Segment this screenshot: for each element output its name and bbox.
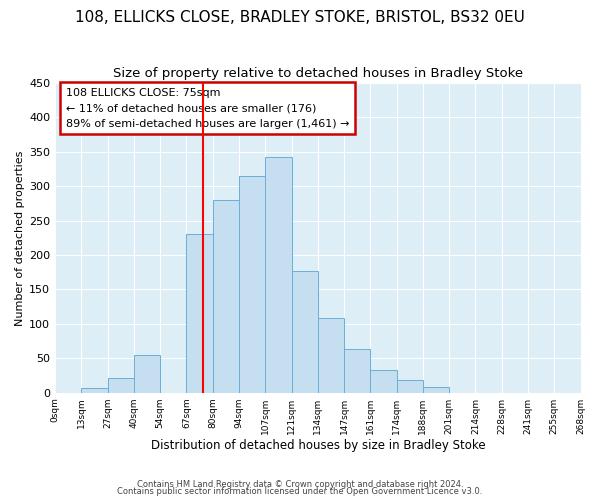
Bar (344, 350, 370, 393)
X-axis label: Distribution of detached houses by size in Bradley Stoke: Distribution of detached houses by size … (151, 440, 485, 452)
Bar (82, 388, 107, 392)
Bar (370, 370, 397, 392)
Text: 108, ELLICKS CLOSE, BRADLEY STOKE, BRISTOL, BS32 0EU: 108, ELLICKS CLOSE, BRADLEY STOKE, BRIST… (75, 10, 525, 25)
Bar (213, 200, 239, 392)
Bar (134, 355, 160, 393)
Bar (318, 318, 344, 392)
Bar (292, 271, 318, 392)
Text: Contains public sector information licensed under the Open Government Licence v3: Contains public sector information licen… (118, 487, 482, 496)
Bar (265, 156, 292, 392)
Y-axis label: Number of detached properties: Number of detached properties (15, 150, 25, 326)
Bar (239, 176, 265, 392)
Title: Size of property relative to detached houses in Bradley Stoke: Size of property relative to detached ho… (113, 68, 523, 80)
Text: 108 ELLICKS CLOSE: 75sqm
← 11% of detached houses are smaller (176)
89% of semi-: 108 ELLICKS CLOSE: 75sqm ← 11% of detach… (65, 88, 349, 129)
Bar (423, 387, 449, 392)
Bar (187, 234, 213, 392)
Bar (397, 380, 423, 392)
Bar (107, 378, 134, 392)
Text: Contains HM Land Registry data © Crown copyright and database right 2024.: Contains HM Land Registry data © Crown c… (137, 480, 463, 489)
